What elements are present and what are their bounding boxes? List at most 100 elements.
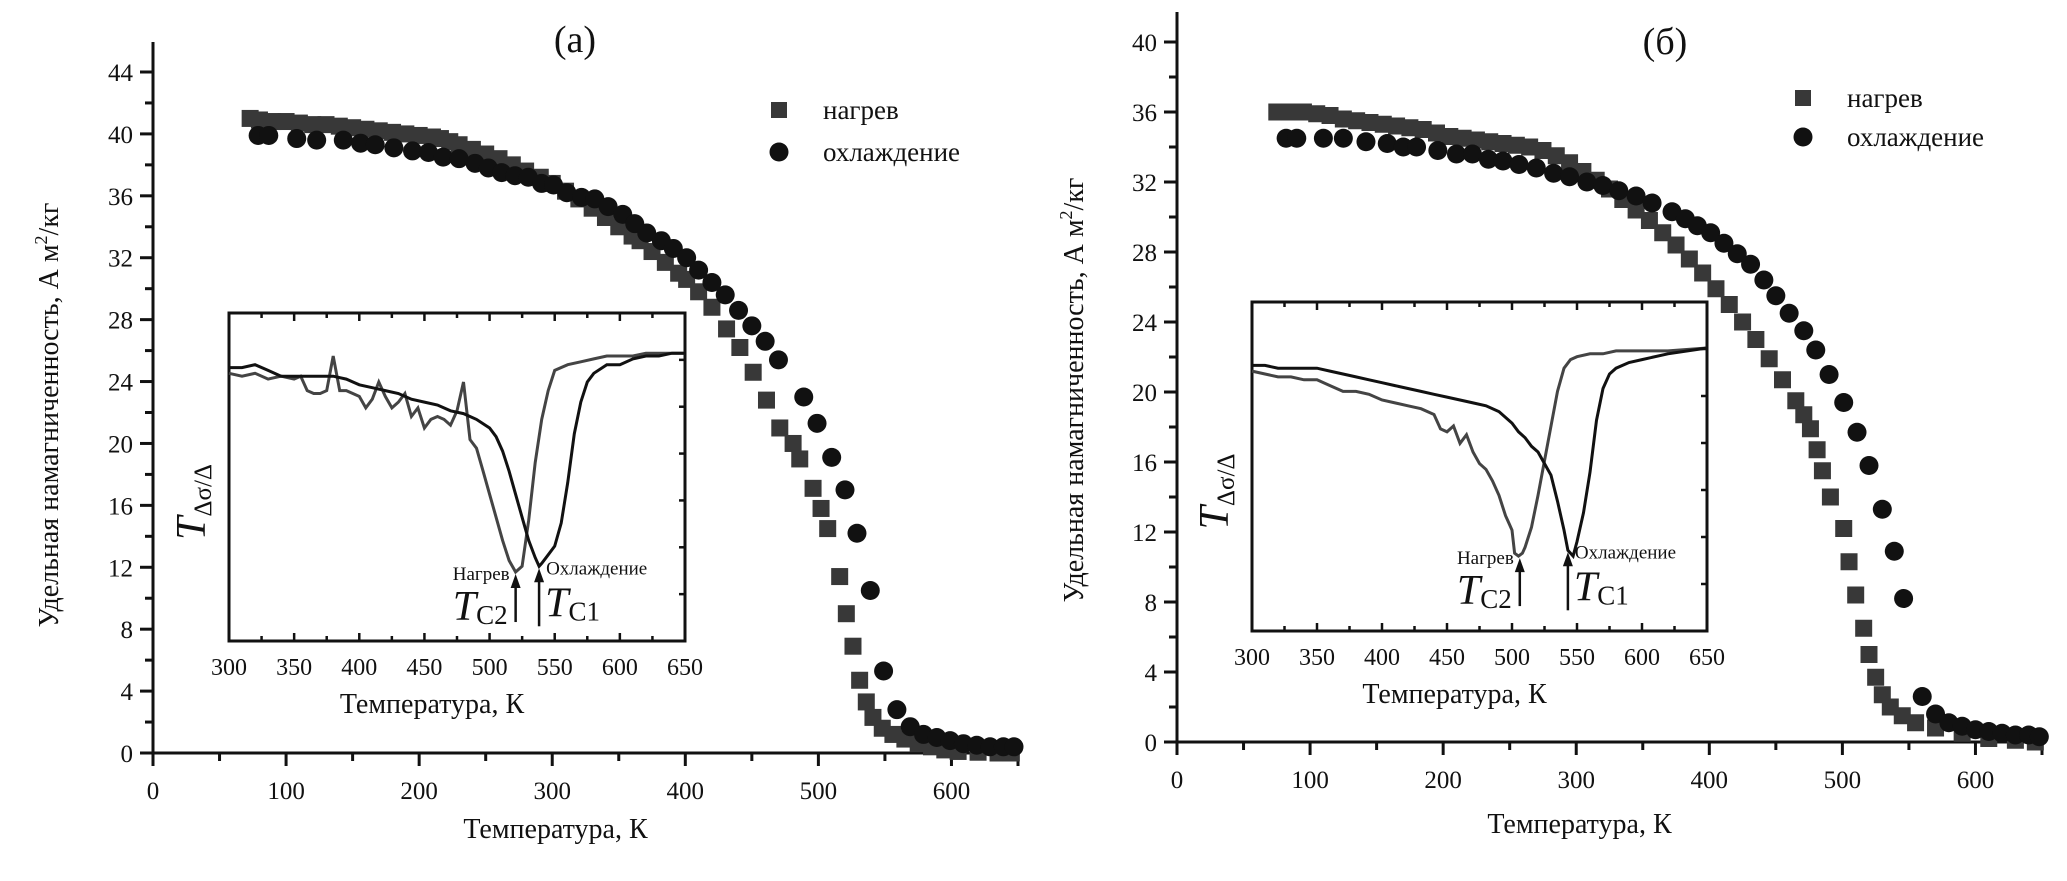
cooling-point	[1509, 155, 1529, 174]
y-tick-label: 16	[1132, 450, 1157, 477]
inset-x-tick-label: 600	[1624, 645, 1660, 671]
cooling-point	[677, 248, 697, 268]
inset-x-axis-label: Температура, К	[1362, 679, 1547, 710]
cooling-point	[557, 183, 577, 203]
panel-title: (б)	[1643, 21, 1688, 63]
cooling-point	[598, 197, 618, 217]
x-tick-label: 0	[1171, 767, 1184, 794]
y-tick-label: 20	[108, 431, 133, 458]
heating-point	[1860, 646, 1878, 663]
cooling-point	[1701, 223, 1721, 243]
heating-point	[1640, 212, 1658, 229]
heating-point	[1507, 136, 1525, 154]
heating-point	[1813, 462, 1831, 480]
y-tick-label: 40	[1132, 30, 1157, 57]
heating-point	[290, 114, 308, 132]
heating-point	[1747, 331, 1765, 348]
heating-point	[784, 434, 802, 452]
x-axis-label: Температура, К	[463, 814, 648, 845]
heating-point	[1760, 350, 1778, 368]
heating-point	[851, 671, 869, 689]
heating-point	[1561, 154, 1579, 172]
tc-arrow-head	[534, 568, 545, 583]
heating-point	[1680, 250, 1698, 268]
cooling-point	[259, 125, 279, 145]
cooling-point	[1428, 141, 1448, 160]
series-heating	[1268, 103, 2044, 751]
cooling-point	[1407, 137, 1427, 157]
y-tick-label: 0	[1145, 730, 1158, 757]
inset-y-label-main: T	[169, 514, 215, 540]
tc-arrow-head	[510, 574, 521, 589]
tc1-main: T	[545, 580, 571, 626]
heating-point	[1627, 201, 1645, 219]
cooling-point	[835, 480, 855, 500]
tc1-label: TC1	[1574, 564, 1629, 610]
cooling-point	[1884, 541, 1904, 561]
heating-point	[1907, 714, 1925, 732]
heating-point	[1467, 131, 1485, 149]
heating-point	[791, 450, 809, 468]
legend-circle-marker	[1793, 127, 1813, 147]
cooling-point	[1714, 233, 1734, 253]
x-tick-label: 0	[147, 778, 160, 805]
inset-x-tick-label: 400	[1364, 645, 1400, 671]
cooling-point	[663, 238, 683, 258]
tc1-sub: C1	[1597, 580, 1629, 610]
x-tick-label: 200	[1424, 767, 1462, 794]
heating-point	[1774, 371, 1791, 389]
inset-x-tick-label: 500	[472, 655, 508, 681]
inset-x-tick-label: 450	[406, 655, 442, 681]
heating-point	[1835, 520, 1853, 537]
heating-point	[384, 123, 402, 141]
heating-point	[1694, 264, 1712, 282]
cooling-point	[1859, 456, 1879, 475]
inset-x-axis-label: Температура, К	[340, 689, 525, 720]
cooling-point	[1741, 254, 1761, 274]
tc1-main: T	[1574, 564, 1600, 610]
inset-x-tick-label: 450	[1429, 645, 1465, 671]
x-tick-label: 300	[533, 778, 571, 805]
heating-point	[744, 363, 762, 381]
heating-point	[1893, 707, 1911, 725]
inset-heating-curve	[228, 351, 685, 575]
heating-point	[1361, 114, 1379, 131]
y-tick-label: 40	[108, 122, 133, 149]
heating-point	[264, 113, 282, 131]
y-tick-label: 24	[108, 370, 134, 397]
y-tick-label: 32	[1132, 170, 1157, 197]
cooling-point	[1377, 134, 1397, 153]
heating-point	[1388, 117, 1406, 135]
cooling-point	[702, 272, 722, 292]
legend: нагрев охлаждение	[769, 95, 960, 167]
heating-point	[1441, 128, 1459, 145]
heating-point	[1374, 115, 1392, 133]
legend-label-cooling: охлаждение	[1847, 122, 1984, 152]
heating-point	[1308, 105, 1326, 123]
cooling-point	[287, 129, 307, 149]
cooling-point	[2005, 725, 2025, 745]
cooling-point	[1847, 422, 1867, 442]
heating-point	[344, 119, 362, 137]
cooling-point	[384, 138, 404, 158]
heating-point	[844, 637, 862, 655]
heating-point	[1294, 103, 1312, 121]
cooling-point	[822, 447, 842, 467]
cooling-point	[1609, 181, 1629, 201]
cooling-point	[351, 133, 371, 153]
heating-point	[304, 116, 322, 134]
y-axis-label-superscript: 2	[31, 235, 51, 244]
x-tick-label: 100	[1291, 767, 1329, 794]
cooling-point	[1526, 158, 1546, 178]
cooling-point	[1779, 303, 1799, 323]
heating-point	[857, 693, 875, 711]
cooling-point	[1754, 270, 1774, 290]
y-tick-label: 4	[121, 679, 134, 706]
y-axis-label: Удельная намагниченность, А м2/кг	[31, 203, 65, 628]
inset-x-tick-label: 350	[1299, 645, 1335, 671]
inset-x-tick-label: 550	[1559, 645, 1595, 671]
x-axis-label: Температура, К	[1487, 809, 1672, 840]
heating-point	[1667, 236, 1685, 254]
x-tick-label: 400	[1691, 767, 1729, 794]
x-tick-label: 600	[933, 778, 971, 805]
